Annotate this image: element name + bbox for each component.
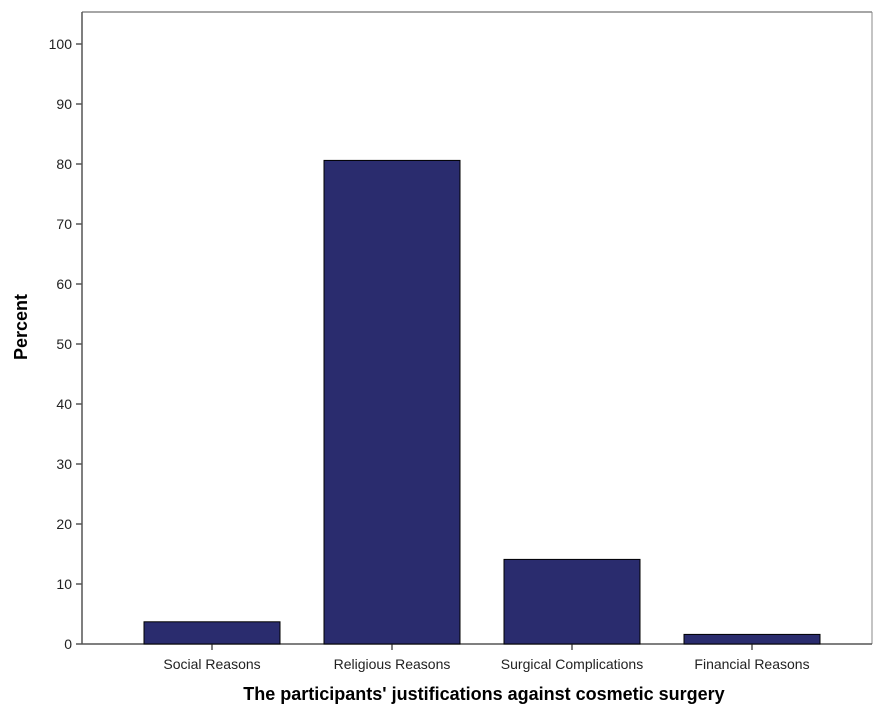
x-tick-label: Religious Reasons — [334, 656, 451, 672]
y-tick-label: 40 — [56, 396, 72, 412]
y-tick-label: 60 — [56, 276, 72, 292]
x-tick-label: Surgical Complications — [501, 656, 643, 672]
plot-frame — [82, 11, 873, 644]
y-tick-label: 90 — [56, 96, 72, 112]
bar-financial-reasons — [683, 633, 821, 645]
y-tick-label: 70 — [56, 216, 72, 232]
y-tick-label: 100 — [49, 36, 73, 52]
x-axis: Social Reasons Religious Reasons Surgical … — [82, 643, 872, 672]
x-axis-title: The participants' justifications against… — [243, 684, 724, 704]
y-tick-label: 50 — [56, 336, 72, 352]
bar-surgical-complications — [503, 558, 641, 645]
y-tick-label: 20 — [56, 516, 72, 532]
y-axis-title: Percent — [11, 294, 31, 360]
bars — [143, 159, 821, 645]
y-tick-label: 0 — [64, 636, 72, 652]
y-tick-label: 80 — [56, 156, 72, 172]
y-tick-label: 30 — [56, 456, 72, 472]
bar-social-reasons — [143, 621, 281, 645]
x-tick-label: Financial Reasons — [694, 656, 809, 672]
x-tick-label: Social Reasons — [163, 656, 260, 672]
bar-religious-reasons — [323, 159, 461, 645]
y-axis: 0 10 20 30 40 50 60 70 80 90 100 — [49, 12, 83, 652]
y-tick-label: 10 — [56, 576, 72, 592]
